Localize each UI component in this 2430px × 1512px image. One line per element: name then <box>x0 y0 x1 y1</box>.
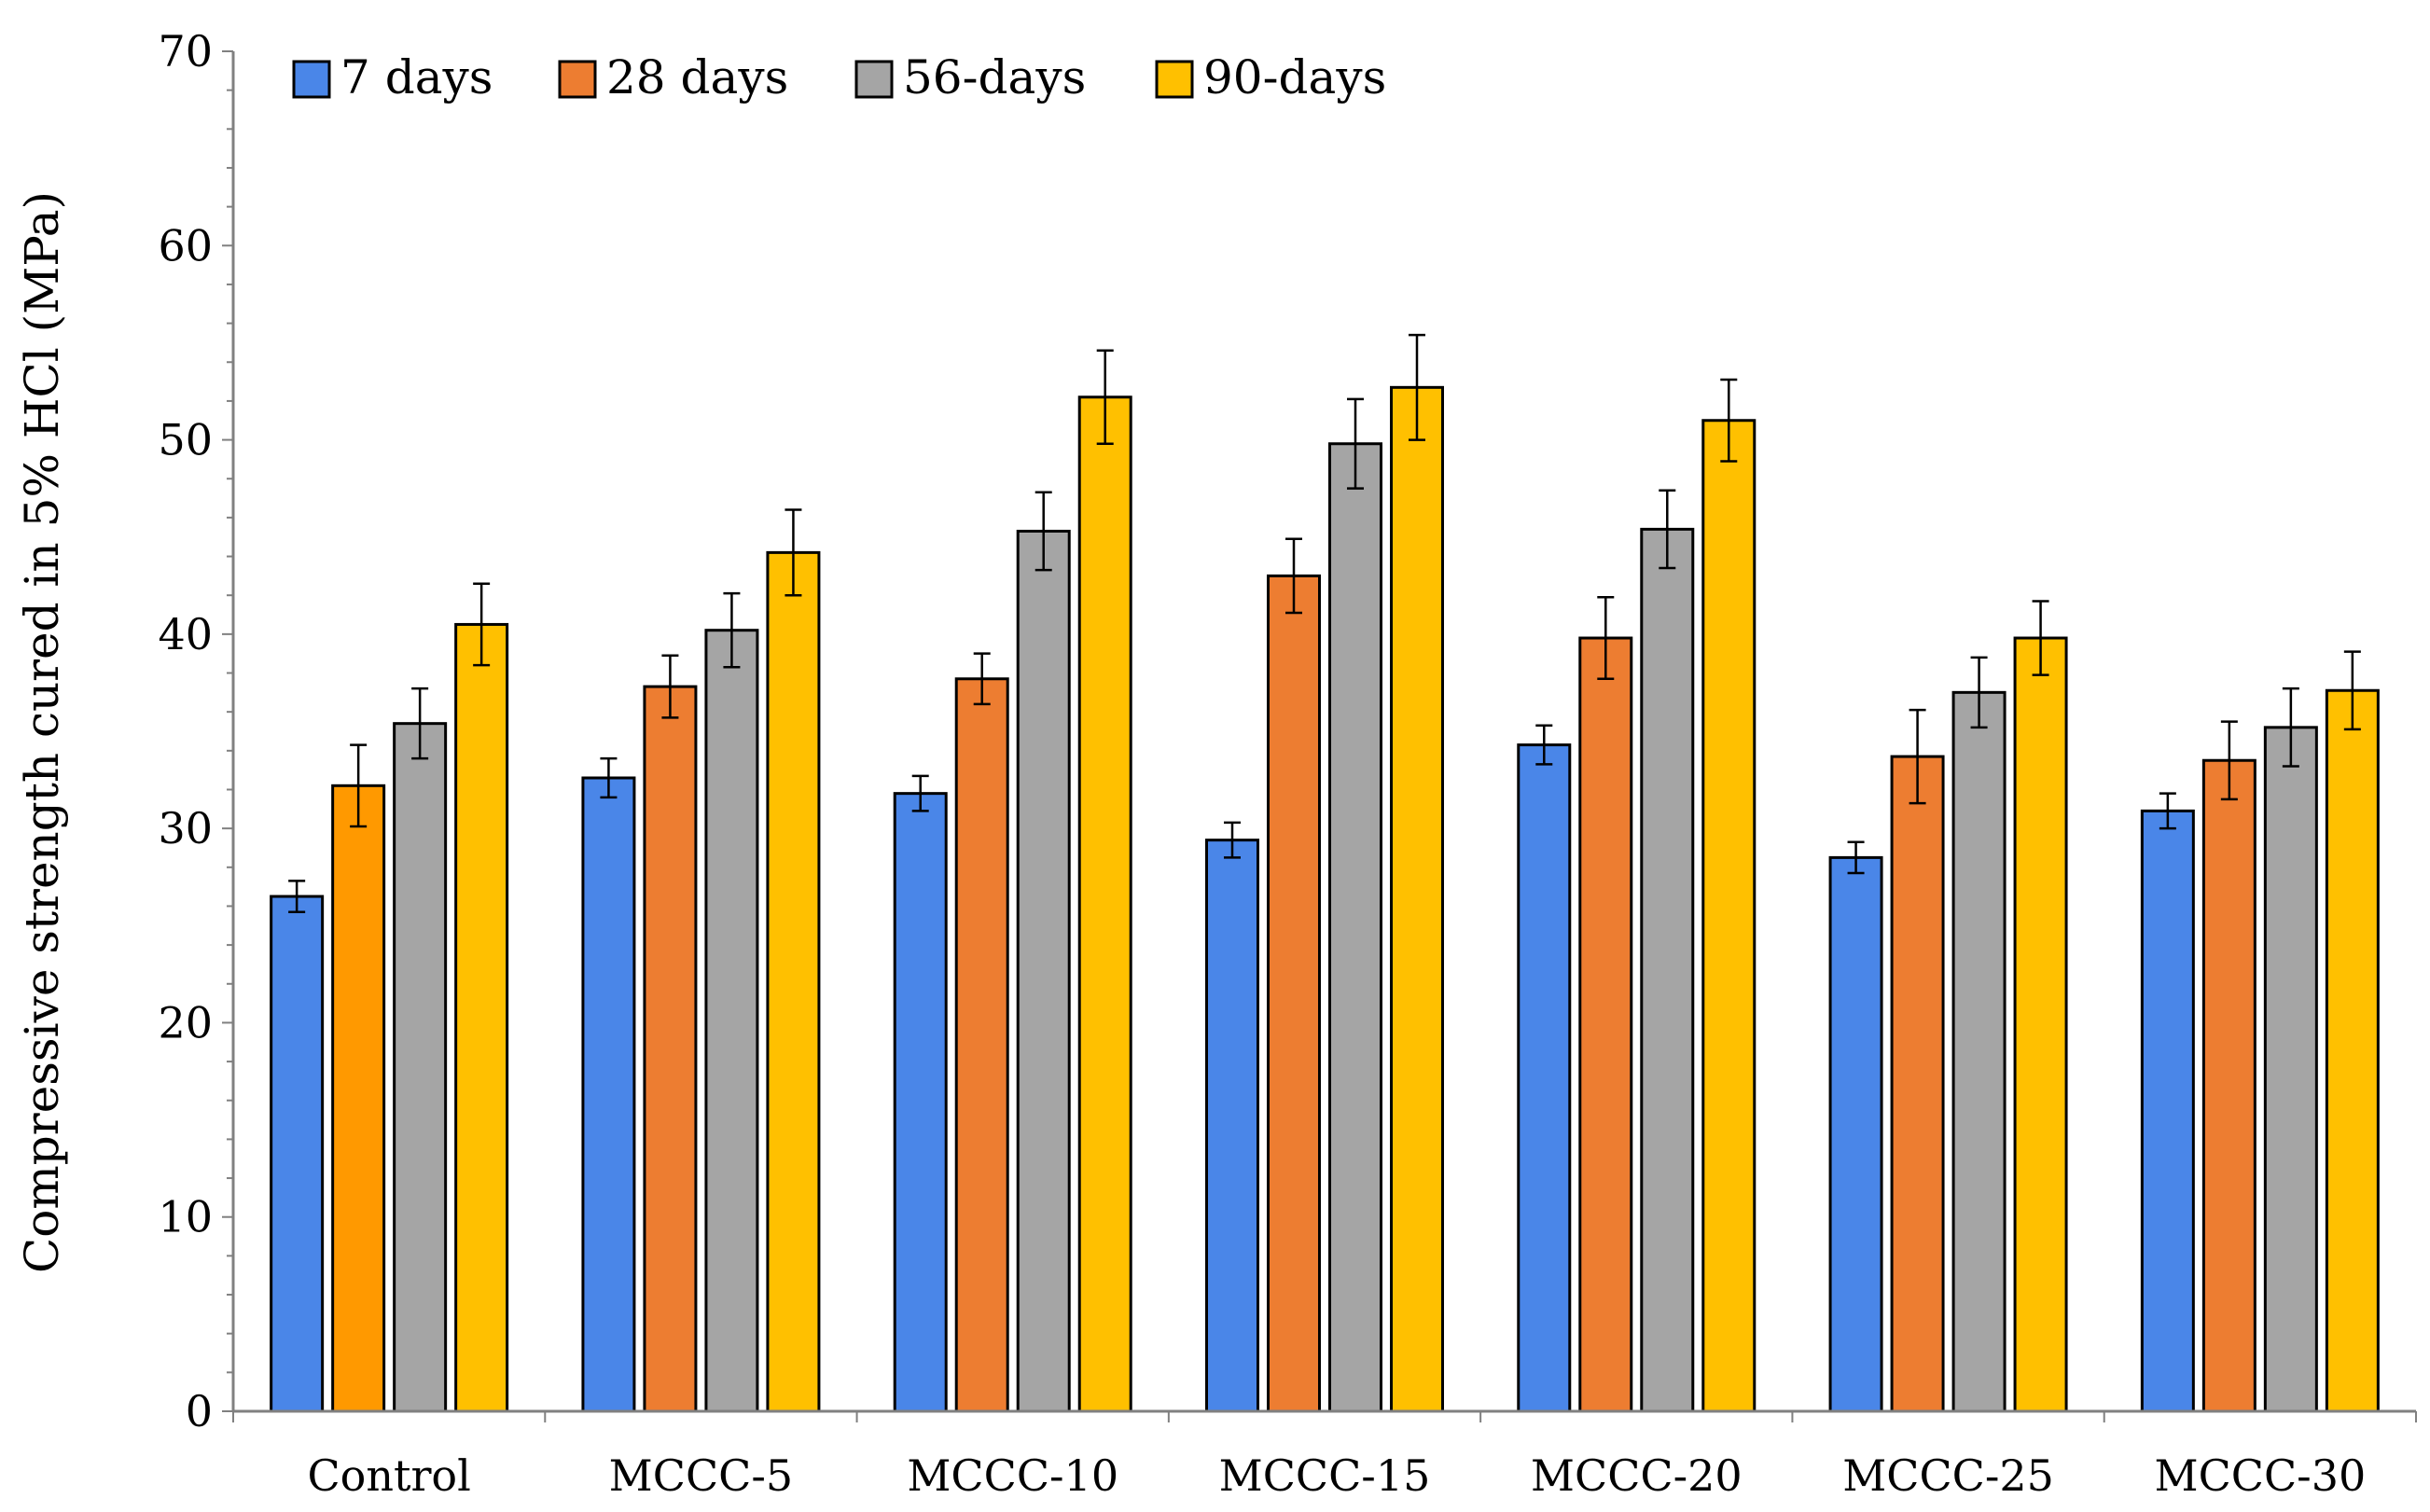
legend-label: 90-days <box>1203 50 1386 104</box>
y-tick-label: 10 <box>158 1192 213 1242</box>
bar <box>454 622 509 1413</box>
bar <box>1828 855 1883 1413</box>
bar <box>270 895 325 1413</box>
y-tick-label: 0 <box>186 1386 213 1436</box>
bar <box>766 550 821 1413</box>
legend-label: 7 days <box>340 50 493 104</box>
bar <box>1517 743 1572 1413</box>
bar <box>2140 809 2195 1413</box>
legend: 7 days 28 days 56-days 90-days <box>292 50 1386 104</box>
bar <box>1951 690 2006 1413</box>
y-tick-labels: 0 10 20 30 40 50 60 70 <box>158 26 213 1436</box>
bar <box>1640 527 1695 1413</box>
y-tick-label: 20 <box>158 997 213 1047</box>
bar <box>331 784 386 1413</box>
bar <box>1701 419 1757 1413</box>
bars-layer <box>270 385 2380 1413</box>
x-tick-label: MCCC-15 <box>1219 1450 1431 1501</box>
bar <box>643 685 698 1413</box>
x-tick-label: MCCC-5 <box>609 1450 794 1501</box>
bar <box>1267 574 1321 1413</box>
legend-swatch <box>1155 60 1194 99</box>
bar <box>1890 755 1945 1413</box>
x-tick-label: Control <box>307 1450 470 1501</box>
x-tick-label: MCCC-30 <box>2154 1450 2366 1501</box>
bar <box>1328 442 1382 1413</box>
y-tick-label: 40 <box>158 609 213 659</box>
bar <box>704 629 759 1413</box>
legend-swatch <box>558 60 597 99</box>
bar <box>1205 839 1259 1413</box>
x-tick-label: MCCC-25 <box>1842 1450 2054 1501</box>
bar <box>1016 529 1071 1413</box>
y-axis-title: Compressive strength cured in 5% HCl (MP… <box>15 191 69 1273</box>
legend-swatch <box>854 60 894 99</box>
y-tick-label: 60 <box>158 220 213 270</box>
x-tick-labels: Control MCCC-5 MCCC-10 MCCC-15 MCCC-20 MCCC-2… <box>307 1450 2366 1501</box>
y-tick-label: 70 <box>158 26 213 76</box>
bar <box>581 776 636 1413</box>
bar <box>2201 758 2256 1413</box>
y-tick-label: 30 <box>158 803 213 853</box>
bar <box>1578 636 1633 1413</box>
axes-layer <box>222 50 2417 1422</box>
bar <box>954 677 1009 1413</box>
legend-swatch <box>292 60 331 99</box>
y-tick-label: 50 <box>158 415 213 465</box>
bar <box>2263 726 2318 1413</box>
x-tick-label: MCCC-10 <box>907 1450 1118 1501</box>
bar <box>893 792 948 1413</box>
error-bars-layer <box>288 333 2361 913</box>
x-tick-label: MCCC-20 <box>1531 1450 1743 1501</box>
bar <box>1077 395 1132 1413</box>
legend-label: 56-days <box>903 50 1086 104</box>
bar <box>393 722 448 1413</box>
bar <box>2325 688 2380 1413</box>
bar <box>1390 385 1444 1413</box>
bar <box>2013 636 2068 1413</box>
legend-label: 28 days <box>606 50 788 104</box>
